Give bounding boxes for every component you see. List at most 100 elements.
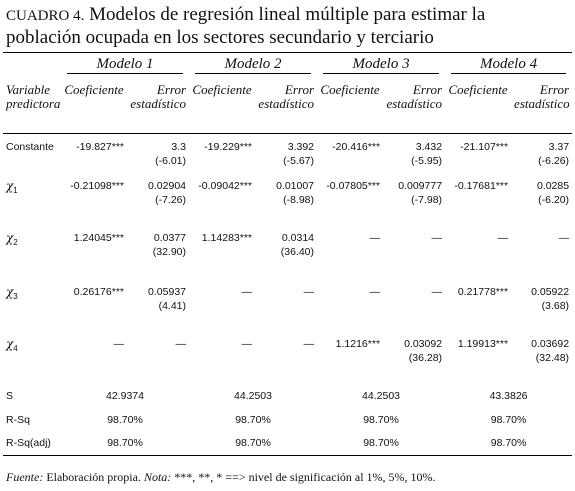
table-title: Modelos de regresión lineal múltiple par… xyxy=(6,4,486,48)
footer: Fuente: Elaboración propia. Nota: ***, *… xyxy=(6,470,436,485)
std-error-cell: 0.009777 (-7.98) xyxy=(383,173,445,225)
stat-label: R-Sq(adj) xyxy=(6,437,51,449)
t-value: (32.90) xyxy=(152,246,187,258)
model-header: Modelo 3 xyxy=(317,53,445,77)
std-error-cell: 3.432 (-5.95) xyxy=(383,133,445,173)
stat-value: 42.9374 xyxy=(106,390,144,402)
model-name: Modelo 4 xyxy=(451,57,567,74)
regression-table: Modelo 1 Modelo 2 Modelo 3 Modelo 4 Variable… xyxy=(3,52,573,456)
title: CUADRO 4. Modelos de regresión lineal mú… xyxy=(6,4,506,49)
std-error-cell: — xyxy=(127,331,189,379)
stat-row: S 42.9374 44.2503 44.2503 43.3826 xyxy=(3,379,572,409)
std-error-cell: — xyxy=(383,225,445,279)
std-error-cell: — xyxy=(511,225,572,279)
std-error-cell: 3.392 (-5.67) xyxy=(255,133,317,173)
std-error: 0.0377 xyxy=(153,232,187,244)
stat-label: S xyxy=(6,390,14,402)
coefficient: -19.229*** xyxy=(204,140,253,153)
std-error-cell: 0.03692 (32.48) xyxy=(511,331,572,379)
stat-value: 44.2503 xyxy=(362,390,401,402)
t-value: (-7.26) xyxy=(155,194,187,206)
data-row: χ1 -0.21098*** 0.02904 (-7.26) -0.09042*** 0.… xyxy=(3,173,572,225)
std-error: 0.02904 xyxy=(148,180,187,192)
data-row: χ3 0.26176*** 0.05937 (4.41) — — — —0.21778*** 0… xyxy=(3,279,572,331)
coefficient: 0.21778*** xyxy=(457,286,509,298)
coefficient: -19.827*** xyxy=(76,140,124,153)
coefficient: — xyxy=(497,232,509,244)
data-row: χ4— — — —1.1216*** 0.03092 (36.28) 1.19913*** 0… xyxy=(3,331,572,379)
coefficient: 1.24045*** xyxy=(73,232,124,244)
t-value: (36.28) xyxy=(408,352,443,364)
std-error: 0.0314 xyxy=(281,232,315,244)
se-header: Error estadístico xyxy=(127,76,190,134)
note-label: Nota: xyxy=(143,470,172,484)
std-error: — xyxy=(303,286,315,298)
data-row: χ2 1.24045*** 0.0377 (32.90) 1.14283*** 0.031… xyxy=(3,225,572,279)
stat-value: 98.70% xyxy=(363,437,399,449)
std-error: 0.03092 xyxy=(404,338,443,350)
coefficient: -0.07805*** xyxy=(326,180,381,192)
std-error-cell: 0.03092 (36.28) xyxy=(383,331,445,379)
stat-label: R-Sq xyxy=(6,414,30,426)
data-row: Constante -19.827*** 3.3 (-6.01) -19.229*** 3… xyxy=(3,133,572,173)
std-error: 3.3 xyxy=(171,140,187,153)
variable-name: Constante xyxy=(6,140,54,153)
t-value: (-5.67) xyxy=(283,154,315,167)
coef-header: Coeficiente xyxy=(61,76,127,134)
model-name: Modelo 3 xyxy=(323,57,440,74)
coefficient: -0.17681*** xyxy=(454,180,509,192)
coefficient: -21.107*** xyxy=(460,140,509,153)
source: Elaboración propia. xyxy=(46,470,141,484)
stat-value: 98.70% xyxy=(107,437,143,449)
t-value: (3.68) xyxy=(541,300,570,312)
stat-row: R-Sq(adj) 98.70% 98.70% 98.70% 98.70% xyxy=(3,432,572,455)
std-error-cell: 0.02904 (-7.26) xyxy=(127,173,189,225)
variable-subscript: 3 xyxy=(13,292,18,302)
model-header-row: Modelo 1 Modelo 2 Modelo 3 Modelo 4 xyxy=(3,53,572,77)
std-error: 0.03692 xyxy=(531,338,570,350)
coefficient: 1.14283*** xyxy=(201,232,253,244)
stat-value: 98.70% xyxy=(235,437,271,449)
std-error: — xyxy=(175,338,187,350)
stat-value: 98.70% xyxy=(235,414,271,426)
coefficient: -0.09042*** xyxy=(198,180,253,192)
blank xyxy=(3,53,61,77)
stat-value: 98.70% xyxy=(363,414,399,426)
std-error-cell: 0.0314 (36.40) xyxy=(255,225,317,279)
t-value: (-6.26) xyxy=(538,154,570,167)
std-error-cell: 0.05922 (3.68) xyxy=(511,279,572,331)
t-value: (-6.01) xyxy=(155,154,187,167)
se-header: Error estadístico xyxy=(255,76,318,134)
stat-value: 98.70% xyxy=(490,437,527,449)
row-label: χ1 xyxy=(3,173,61,225)
coef-header: Coeficiente xyxy=(189,76,256,134)
row-label: χ4 xyxy=(3,331,61,379)
coefficient: — xyxy=(241,286,253,298)
std-error-cell: 3.37 (-6.26) xyxy=(511,133,572,173)
variable-symbol: χ xyxy=(6,231,14,245)
t-value: (-7.98) xyxy=(411,194,443,206)
std-error: — xyxy=(303,338,315,350)
stat-value: 43.3826 xyxy=(489,390,528,402)
std-error: 3.37 xyxy=(548,140,570,153)
model-name: Modelo 1 xyxy=(67,57,184,74)
t-value: (36.40) xyxy=(280,246,315,258)
coefficient: -0.21098*** xyxy=(70,180,124,192)
row-label: χ2 xyxy=(3,225,61,279)
std-error: 0.05937 xyxy=(148,286,187,298)
std-error-cell: 0.0377 (32.90) xyxy=(127,225,189,279)
coef-header: Coeficiente xyxy=(445,76,512,134)
std-error-cell: 0.01007 (-8.98) xyxy=(255,173,317,225)
std-error: 0.05922 xyxy=(531,286,570,298)
model-header: Modelo 4 xyxy=(445,53,572,77)
std-error-cell: — xyxy=(255,331,317,379)
coefficient: -20.416*** xyxy=(332,140,381,153)
std-error-cell: 3.3 (-6.01) xyxy=(127,133,189,173)
std-error: 0.0285 xyxy=(536,180,570,192)
row-label: Constante xyxy=(3,133,61,173)
variable-header: Variable predictora xyxy=(3,76,61,134)
coefficient: — xyxy=(369,232,381,244)
std-error: 0.009777 xyxy=(398,180,443,192)
model-name: Modelo 2 xyxy=(195,57,312,74)
